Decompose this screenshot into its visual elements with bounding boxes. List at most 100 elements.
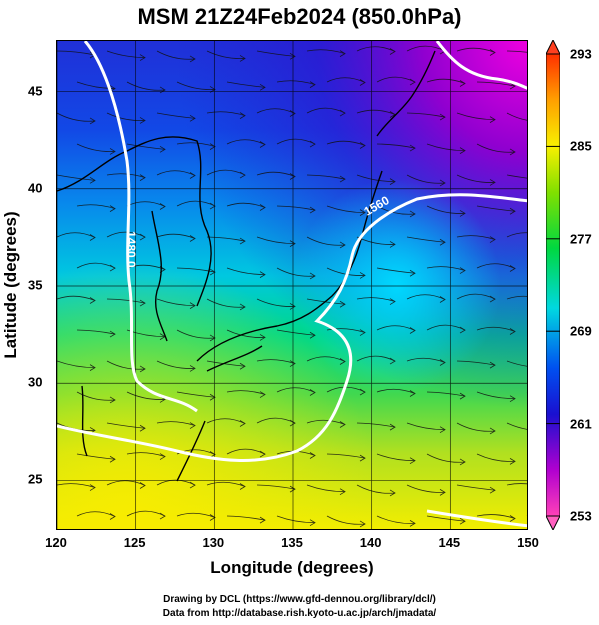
streamline-arrow [89, 234, 96, 241]
streamline-arrow [309, 519, 316, 527]
streamline [526, 82, 527, 83]
streamline [506, 50, 527, 53]
streamline [76, 329, 116, 335]
streamline-arrow [139, 482, 146, 489]
streamline [76, 262, 116, 269]
streamline-arrow [509, 515, 516, 522]
streamline [176, 329, 216, 339]
streamline-arrow [409, 520, 416, 527]
streamline [256, 236, 296, 245]
streamline [106, 360, 146, 370]
streamline-arrow [389, 241, 396, 248]
streamline [76, 453, 116, 460]
x-tick-label: 120 [45, 535, 67, 550]
streamline [356, 297, 396, 302]
streamline [176, 391, 216, 398]
streamline-arrow [459, 326, 466, 334]
streamline-arrow [259, 334, 266, 341]
streamline [156, 170, 196, 176]
streamline [456, 293, 496, 300]
streamline-arrow [309, 140, 316, 148]
streamline [176, 200, 216, 207]
streamline [76, 81, 116, 89]
streamline [356, 355, 396, 362]
streamline [356, 174, 396, 183]
streamline [306, 174, 346, 180]
streamline [57, 360, 96, 369]
streamline-arrow [409, 390, 416, 397]
cyan-air-region [57, 41, 527, 529]
streamline-arrow [309, 81, 316, 88]
streamline-arrow [109, 264, 116, 272]
streamline [426, 324, 466, 331]
streamline [376, 325, 416, 331]
streamline-arrow [359, 272, 366, 279]
streamline [326, 205, 366, 214]
streamline [57, 50, 96, 56]
y-tick-label: 25 [28, 471, 43, 487]
y-tick-label: 30 [28, 374, 43, 390]
streamline-arrow [259, 450, 266, 458]
streamline [126, 391, 166, 400]
streamline [526, 330, 527, 331]
streamline [206, 360, 246, 367]
streamline-arrow [289, 485, 296, 493]
streamline-arrow [189, 302, 196, 309]
streamline [326, 515, 366, 525]
streamline-arrow [89, 484, 96, 491]
streamline-arrow [259, 391, 266, 398]
streamline-arrow [389, 489, 396, 497]
streamline-arrow [159, 512, 166, 520]
streamline [256, 417, 296, 424]
streamline [156, 50, 196, 60]
streamline-arrow [159, 203, 166, 210]
streamline-arrow [309, 272, 316, 280]
streamline-arrow [489, 116, 496, 123]
streamline [306, 419, 346, 425]
streamline-arrow [509, 395, 516, 403]
streamline [276, 80, 316, 85]
streamline-arrow [209, 202, 216, 210]
streamline-arrow [209, 451, 216, 458]
streamline [356, 484, 396, 494]
streamline-arrow [109, 513, 116, 520]
streamline [476, 514, 516, 519]
y-tick-label: 40 [28, 180, 43, 196]
page-title: MSM 21Z24Feb2024 (850.0hPa) [137, 4, 462, 29]
streamline [456, 235, 496, 240]
streamline [276, 515, 316, 524]
streamline [476, 81, 516, 87]
streamline-arrow [159, 86, 166, 94]
streamline-arrow [239, 303, 246, 311]
streamline-arrow [289, 419, 296, 427]
map-plot[interactable]: 1480.0 1560 [56, 40, 528, 530]
streamline [106, 231, 146, 238]
streamline-arrow [109, 205, 116, 212]
streamline-arrow [359, 388, 366, 396]
streamline [306, 49, 346, 54]
streamline [526, 144, 527, 145]
streamline-arrow [359, 329, 366, 336]
streamline [76, 391, 116, 401]
streamline [176, 81, 216, 90]
streamline [306, 236, 346, 246]
streamline [156, 233, 196, 239]
streamline [376, 76, 416, 83]
streamline [176, 267, 216, 273]
streamline [256, 298, 296, 307]
streamline-arrow [289, 360, 296, 367]
streamline-arrow [389, 48, 396, 55]
map-svg: 1480.0 1560 [57, 41, 527, 529]
streamline-arrow [489, 179, 496, 186]
streamline-arrow [89, 364, 96, 371]
streamline-arrow [189, 365, 196, 372]
streamline [526, 267, 527, 268]
streamline-arrow [339, 421, 346, 428]
streamline [106, 298, 146, 304]
streamline [356, 422, 396, 428]
streamline-arrow [89, 297, 96, 304]
streamline [376, 205, 416, 215]
streamline-arrow [159, 145, 166, 153]
streamline-arrow [259, 516, 266, 524]
streamline-arrow [339, 488, 346, 496]
